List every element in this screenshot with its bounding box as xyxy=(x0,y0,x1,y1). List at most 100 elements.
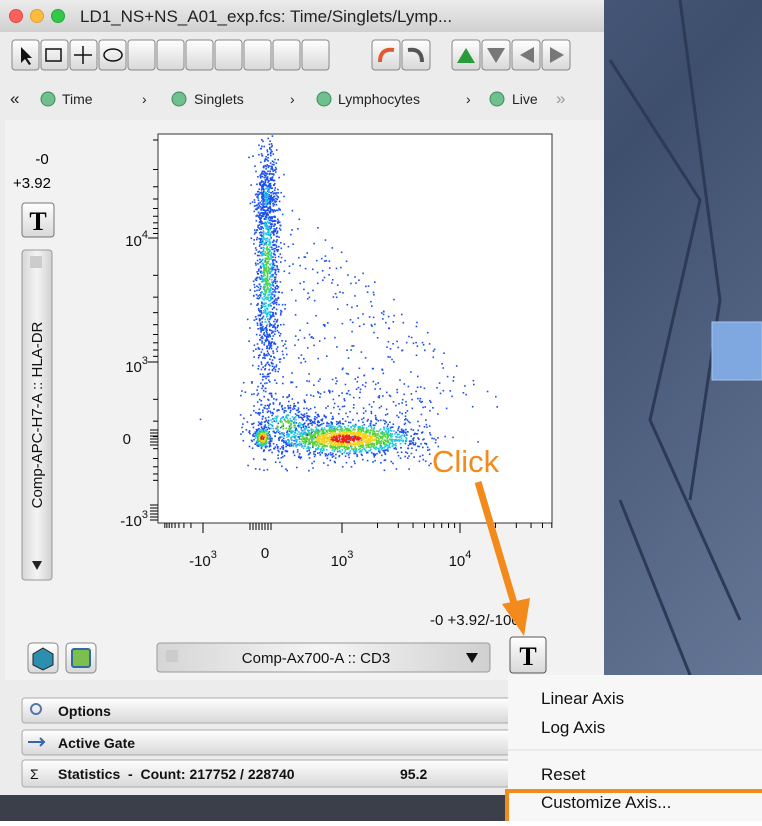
event-dot xyxy=(366,452,368,454)
event-dot xyxy=(280,281,282,283)
event-dot xyxy=(405,432,407,434)
event-dot xyxy=(282,376,284,378)
event-dot xyxy=(365,286,367,288)
y-parameter-label: Comp-APC-H7-A :: HLA-DR xyxy=(29,321,46,508)
tool-button[interactable] xyxy=(215,40,242,70)
tool-button[interactable] xyxy=(157,40,184,70)
tool-button[interactable] xyxy=(244,40,271,70)
event-dot xyxy=(369,450,371,452)
event-dot xyxy=(321,447,323,449)
event-dot xyxy=(355,378,357,380)
breadcrumb-item[interactable]: Live xyxy=(512,91,538,107)
event-dot xyxy=(261,153,263,155)
event-dot xyxy=(267,149,269,151)
tool-button[interactable] xyxy=(273,40,300,70)
event-dot xyxy=(272,369,274,371)
event-dot xyxy=(415,442,417,444)
breadcrumb-item[interactable]: Time xyxy=(62,91,93,107)
event-dot xyxy=(358,432,360,434)
event-dot xyxy=(264,342,266,344)
event-dot xyxy=(417,398,419,400)
close-button[interactable] xyxy=(10,10,23,23)
event-dot xyxy=(305,256,307,258)
event-dot xyxy=(404,383,406,385)
event-dot xyxy=(341,252,343,254)
grip-icon xyxy=(166,650,178,662)
nav-button[interactable] xyxy=(402,40,430,70)
event-dot xyxy=(276,299,278,301)
nav-button[interactable] xyxy=(372,40,400,70)
menu-item[interactable]: Reset xyxy=(541,765,586,784)
event-dot xyxy=(299,425,301,427)
event-dot xyxy=(264,309,266,311)
event-dot xyxy=(248,157,250,159)
event-dot xyxy=(324,429,326,431)
minimize-button[interactable] xyxy=(31,10,44,23)
event-dot xyxy=(341,429,343,431)
event-dot xyxy=(269,294,271,296)
event-dot xyxy=(264,428,266,430)
event-dot xyxy=(326,441,328,443)
menu-item[interactable]: Customize Axis... xyxy=(541,793,671,812)
tool-button[interactable] xyxy=(302,40,329,70)
event-dot xyxy=(271,225,273,227)
event-dot xyxy=(267,209,269,211)
event-dot xyxy=(314,418,316,420)
event-dot xyxy=(327,431,329,433)
event-dot xyxy=(433,350,435,352)
event-dot xyxy=(343,423,345,425)
event-dot xyxy=(276,321,278,323)
event-dot xyxy=(387,356,389,358)
tool-button[interactable] xyxy=(128,40,155,70)
event-dot xyxy=(323,439,325,441)
event-dot xyxy=(342,369,344,371)
event-dot xyxy=(270,162,272,164)
event-dot xyxy=(373,401,375,403)
event-dot xyxy=(347,448,349,450)
event-dot xyxy=(256,294,258,296)
event-dot xyxy=(276,162,278,164)
event-dot xyxy=(350,422,352,424)
event-dot xyxy=(433,357,435,359)
zoom-button[interactable] xyxy=(52,10,65,23)
breadcrumb-item[interactable]: Lymphocytes xyxy=(338,91,420,107)
event-dot xyxy=(254,345,256,347)
menu-item[interactable]: Log Axis xyxy=(541,718,605,737)
event-dot xyxy=(248,340,250,342)
event-dot xyxy=(269,254,271,256)
event-dot xyxy=(417,430,419,432)
breadcrumb-item[interactable]: Singlets xyxy=(194,91,244,107)
breadcrumb-forward[interactable]: » xyxy=(556,89,565,108)
event-dot xyxy=(284,410,286,412)
event-dot xyxy=(260,240,262,242)
event-dot xyxy=(283,447,285,449)
event-dot xyxy=(280,253,282,255)
event-dot xyxy=(267,160,269,162)
tool-button[interactable] xyxy=(41,40,68,70)
event-dot xyxy=(271,396,273,398)
event-dot xyxy=(277,330,279,332)
event-dot xyxy=(262,171,264,173)
event-dot xyxy=(376,453,378,455)
event-dot xyxy=(265,378,267,380)
event-dot xyxy=(323,449,325,451)
event-dot xyxy=(283,428,285,430)
event-dot xyxy=(278,368,280,370)
event-dot xyxy=(368,438,370,440)
event-dot xyxy=(273,232,275,234)
event-dot xyxy=(301,427,303,429)
menu-item[interactable]: Linear Axis xyxy=(541,689,624,708)
event-dot xyxy=(353,397,355,399)
event-dot xyxy=(253,423,255,425)
event-dot xyxy=(285,446,287,448)
event-dot xyxy=(255,232,257,234)
event-dot xyxy=(261,351,263,353)
event-dot xyxy=(259,215,261,217)
tool-button[interactable] xyxy=(186,40,213,70)
breadcrumb-back[interactable]: « xyxy=(10,89,19,108)
event-dot xyxy=(266,201,268,203)
event-dot xyxy=(266,234,268,236)
event-dot xyxy=(375,449,377,451)
event-dot xyxy=(340,423,342,425)
event-dot xyxy=(259,232,261,234)
